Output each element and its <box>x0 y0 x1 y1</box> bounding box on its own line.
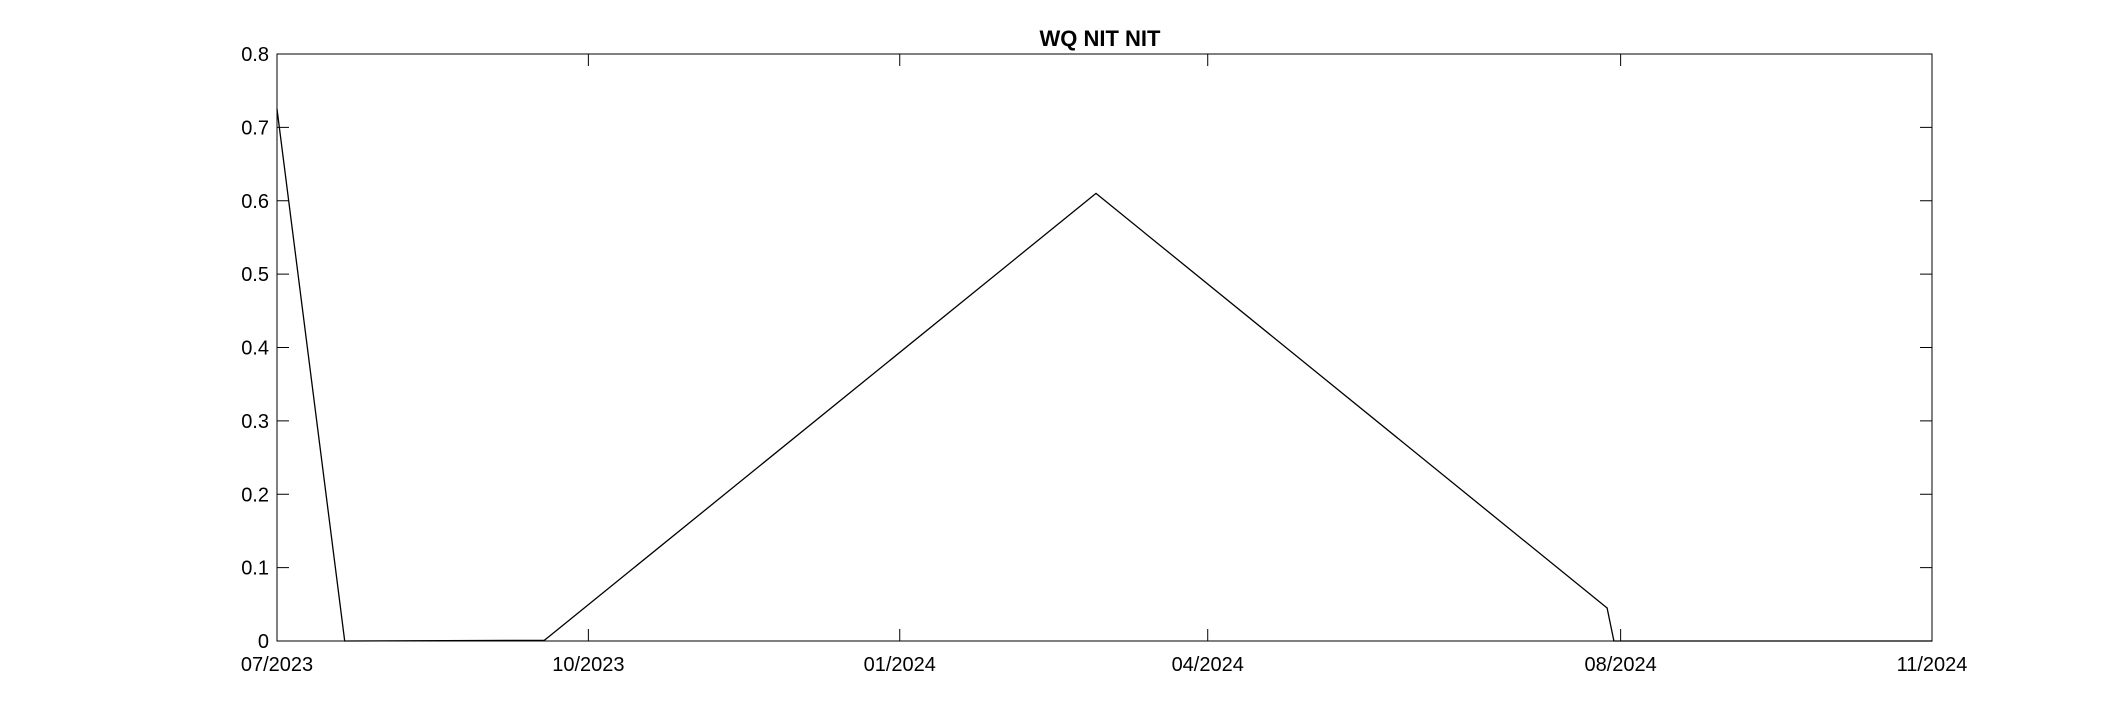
x-tick-label: 01/2024 <box>864 654 936 676</box>
x-tick-label: 10/2023 <box>552 654 624 676</box>
x-tick-label: 04/2024 <box>1172 654 1244 676</box>
data-point <box>276 108 278 110</box>
x-axis: 07/2023 10/2023 01/2024 04/2024 08/2024 11/20… <box>241 54 1968 676</box>
y-tick-label: 0.4 <box>241 338 269 360</box>
data-point <box>543 639 545 641</box>
x-tick-label: 11/2024 <box>1897 654 1968 676</box>
y-tick-label: 0 <box>258 631 269 653</box>
y-tick-label: 0.8 <box>241 44 269 66</box>
y-tick-label: 0.3 <box>241 411 269 433</box>
data-point <box>1613 640 1615 642</box>
series-line <box>276 108 1932 642</box>
chart-title: WQ NIT NIT <box>1040 26 1162 51</box>
data-point <box>344 640 346 642</box>
y-axis: 0 0.1 0.2 0.3 0.4 0.5 0.6 0.7 0.8 <box>241 44 1932 653</box>
series-layer <box>276 108 1933 642</box>
x-tick-label: 07/2023 <box>241 654 313 676</box>
y-tick-label: 0.7 <box>241 117 269 139</box>
data-point <box>1931 640 1933 642</box>
data-point <box>1606 607 1608 609</box>
x-tick-label: 08/2024 <box>1584 654 1656 676</box>
y-tick-label: 0.6 <box>241 191 269 213</box>
plot-area-frame <box>276 53 1933 642</box>
y-tick-label: 0.5 <box>241 264 269 286</box>
data-point <box>1095 192 1097 195</box>
y-tick-label: 0.2 <box>241 484 269 506</box>
y-tick-label: 0.1 <box>241 558 269 580</box>
